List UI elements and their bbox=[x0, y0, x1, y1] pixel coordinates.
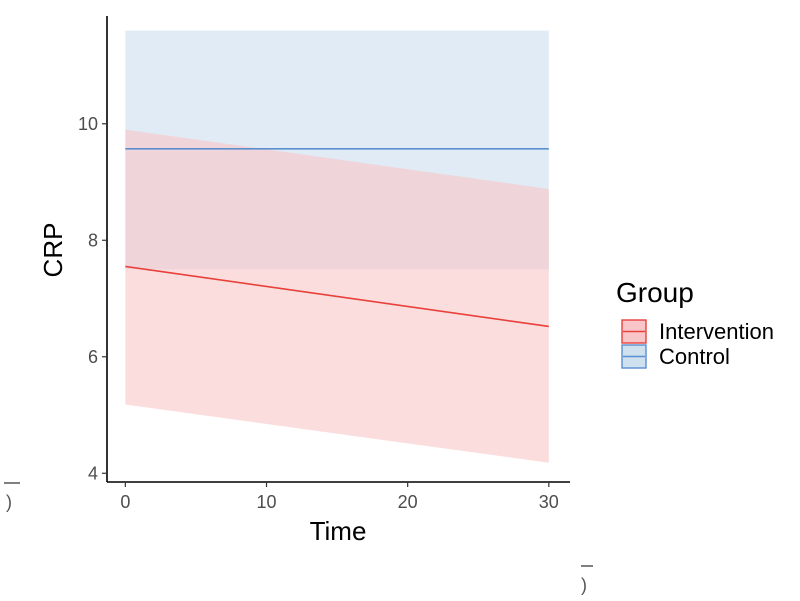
confidence-bands bbox=[125, 30, 549, 463]
x-axis-title: Time bbox=[310, 516, 367, 546]
x-ticks: 0 10 20 30 bbox=[120, 482, 559, 512]
stray-mark-left: ) bbox=[6, 492, 12, 512]
legend-item-control: Control bbox=[621, 344, 730, 369]
y-tick-label: 10 bbox=[78, 114, 98, 134]
x-tick-label: 20 bbox=[398, 492, 418, 512]
legend-item-intervention: Intervention bbox=[621, 319, 774, 344]
x-tick-label: 10 bbox=[256, 492, 276, 512]
legend-label: Control bbox=[659, 344, 730, 369]
stray-mark-bottom-right: ) bbox=[581, 575, 587, 595]
y-tick-label: 8 bbox=[88, 230, 98, 250]
y-ticks: 4 6 8 10 bbox=[78, 114, 107, 483]
axes: 4 6 8 10 0 10 20 30 bbox=[78, 16, 570, 512]
y-tick-label: 6 bbox=[88, 347, 98, 367]
y-axis-title: CRP bbox=[38, 223, 68, 278]
x-tick-label: 30 bbox=[539, 492, 559, 512]
x-tick-label: 0 bbox=[120, 492, 130, 512]
line-intervention bbox=[125, 265, 549, 328]
legend-title: Group bbox=[616, 277, 694, 308]
y-tick-label: 4 bbox=[88, 463, 98, 483]
series-lines bbox=[125, 148, 549, 328]
legend-label: Intervention bbox=[659, 319, 774, 344]
